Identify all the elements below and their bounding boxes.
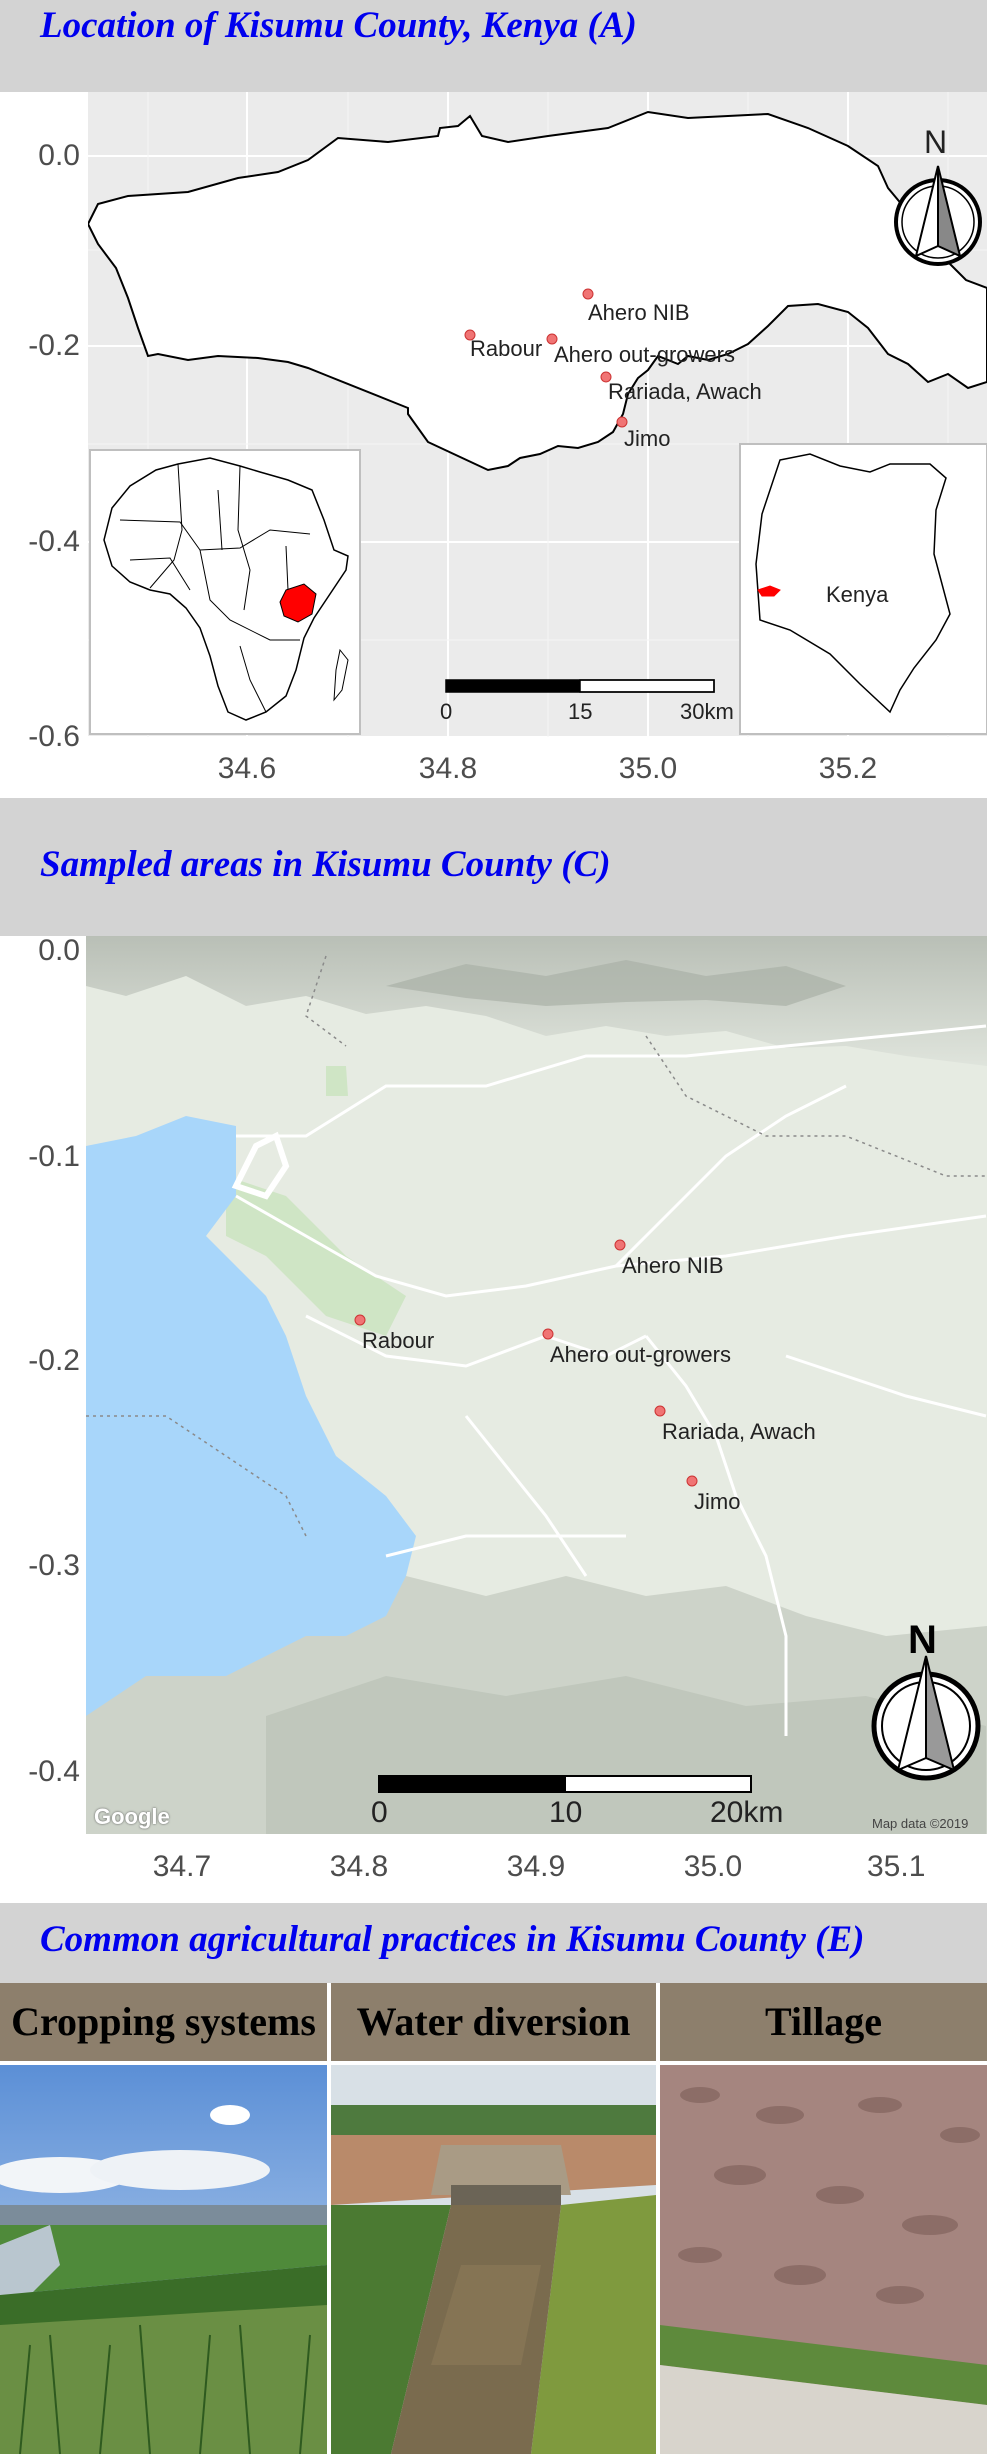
north-arrow-a <box>894 165 982 266</box>
ytick-c-0: 0.0 <box>38 934 80 967</box>
north-arrow-c <box>871 1655 981 1781</box>
sampled-areas-map <box>86 936 987 1834</box>
google-logo: Google <box>94 1804 170 1829</box>
panel-e-title-strip <box>0 1903 987 1983</box>
scale-bar-c <box>378 1775 752 1793</box>
xtick-c-0: 34.7 <box>152 1850 212 1883</box>
kisumu-location-map <box>86 92 987 738</box>
ytick-a-3: -0.6 <box>28 720 80 753</box>
photo-tillage <box>660 2065 987 2454</box>
site-label-rariada-awach: Rariada, Awach <box>608 379 762 404</box>
photo-cropping-systems <box>0 2065 327 2454</box>
xtick-a-1: 34.8 <box>418 752 478 785</box>
xtick-c-1: 34.8 <box>329 1850 389 1883</box>
panel-a-title: Location of Kisumu County, Kenya (A) <box>40 5 637 46</box>
site-label-ahero-outgrowers: Ahero out-growers <box>554 342 735 367</box>
xtick-c-4: 35.1 <box>867 1850 926 1883</box>
site-label-c-rariada-awach: Rariada, Awach <box>662 1419 816 1444</box>
site-label-c-ahero-outgrowers: Ahero out-growers <box>550 1342 731 1367</box>
panel-a-title-strip <box>0 0 987 92</box>
kenya-highlight-africa <box>279 583 317 623</box>
xtick-c-3: 35.0 <box>683 1850 743 1883</box>
panel-c-plot: Ahero NIB Rabour Ahero out-growers Raria… <box>86 936 987 1834</box>
scale-c-20km: 20km <box>710 1796 784 1829</box>
ytick-a-2: -0.4 <box>28 525 80 558</box>
kisumu-county-outline <box>86 110 987 472</box>
north-label-a: N <box>924 124 948 160</box>
xtick-c-2: 34.9 <box>506 1850 566 1883</box>
scale-c-0: 0 <box>371 1796 388 1829</box>
ytick-c-4: -0.4 <box>28 1755 80 1788</box>
photo-header-tillage: Tillage <box>660 1983 987 2061</box>
site-label-c-ahero-nib: Ahero NIB <box>622 1253 724 1278</box>
xtick-a-2: 35.0 <box>618 752 678 785</box>
scale-a-30km: 30km <box>680 699 734 724</box>
scale-a-15: 15 <box>568 699 593 724</box>
site-label-jimo: Jimo <box>624 426 671 451</box>
ytick-c-1: -0.1 <box>28 1140 80 1173</box>
panel-c-title: Sampled areas in Kisumu County (C) <box>40 844 611 885</box>
site-label-c-rabour: Rabour <box>362 1328 435 1353</box>
ytick-c-3: -0.3 <box>28 1549 80 1582</box>
scale-bar-a <box>445 679 715 693</box>
photo-water-diversion <box>331 2065 656 2454</box>
panel-a-plot: Ahero NIB Rabour Ahero out-growers Raria… <box>86 92 987 738</box>
site-label-rabour: Rabour <box>470 336 543 361</box>
lake-victoria <box>86 1116 416 1716</box>
xtick-a-3: 35.2 <box>818 752 878 785</box>
photo-header-water: Water diversion <box>331 1983 656 2061</box>
kisumu-highlight-kenya <box>757 585 781 597</box>
site-label-ahero-nib: Ahero NIB <box>588 300 690 325</box>
xtick-a-0: 34.6 <box>217 752 277 785</box>
panel-c-title-strip <box>0 798 987 936</box>
ytick-a-0: 0.0 <box>38 139 80 172</box>
photo-header-cropping: Cropping systems <box>0 1983 327 2061</box>
north-label-c: N <box>908 1618 937 1662</box>
ytick-a-1: -0.2 <box>28 329 80 362</box>
panel-e-title: Common agricultural practices in Kisumu … <box>40 1919 865 1960</box>
scale-a-0: 0 <box>440 699 453 724</box>
map-attribution: Map data ©2019 <box>872 1816 969 1831</box>
ytick-c-2: -0.2 <box>28 1344 80 1377</box>
scale-c-10: 10 <box>549 1796 583 1829</box>
site-label-c-jimo: Jimo <box>694 1489 741 1514</box>
kenya-inset <box>739 443 987 735</box>
africa-inset <box>89 449 361 735</box>
kenya-label: Kenya <box>826 582 889 607</box>
